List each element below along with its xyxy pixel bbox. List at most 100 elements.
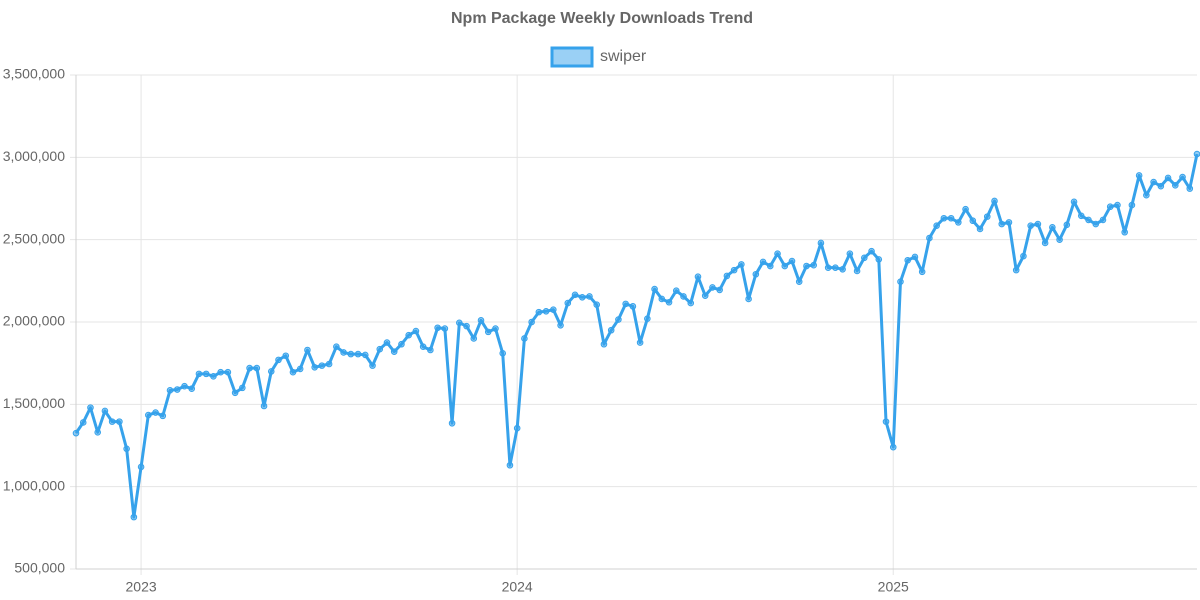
data-point <box>564 299 572 307</box>
data-point <box>101 407 109 415</box>
data-point <box>752 270 760 278</box>
data-point <box>181 382 188 390</box>
data-point <box>615 316 622 323</box>
data-point <box>962 205 969 213</box>
data-point <box>882 418 890 425</box>
data-point <box>477 317 485 324</box>
data-point <box>390 348 398 355</box>
data-point <box>130 513 138 521</box>
data-point <box>412 327 420 335</box>
data-point <box>557 321 564 329</box>
data-point <box>766 262 774 270</box>
data-point <box>1063 221 1071 229</box>
data-point <box>1106 203 1114 211</box>
data-point <box>1005 219 1013 226</box>
data-point <box>1150 178 1157 186</box>
data-point <box>998 220 1006 228</box>
x-tick-label: 2023 <box>126 579 157 595</box>
data-point <box>861 254 868 262</box>
data-point <box>405 331 412 339</box>
data-point <box>636 339 644 346</box>
data-point <box>593 301 601 309</box>
data-point <box>456 319 463 327</box>
data-point <box>239 384 246 392</box>
data-point <box>651 285 658 293</box>
data-point <box>571 291 579 299</box>
data-point <box>434 324 441 332</box>
data-point <box>123 445 130 453</box>
data-point <box>188 385 196 392</box>
data-point <box>875 256 883 263</box>
data-point <box>427 346 434 354</box>
data-point <box>926 234 933 242</box>
data-point <box>311 363 318 371</box>
data-point <box>578 294 586 301</box>
data-point <box>304 346 311 354</box>
data-point <box>918 268 926 276</box>
data-point <box>788 257 796 265</box>
x-tick-label: 2024 <box>502 579 533 595</box>
data-point <box>1041 239 1049 247</box>
y-tick-label: 1,000,000 <box>3 477 65 493</box>
data-point <box>72 429 80 437</box>
data-point <box>419 343 427 351</box>
data-point <box>795 278 803 285</box>
data-point <box>1027 222 1034 229</box>
data-point <box>441 325 449 332</box>
data-point <box>976 225 984 233</box>
data-point <box>665 298 673 306</box>
data-point <box>542 307 550 315</box>
data-point <box>1157 182 1165 190</box>
data-point <box>1012 266 1020 274</box>
data-point <box>1099 216 1107 224</box>
data-point <box>506 461 514 469</box>
data-point <box>166 387 174 394</box>
data-point <box>680 293 687 300</box>
data-point <box>145 411 152 419</box>
data-point <box>463 322 470 330</box>
data-point <box>535 308 543 316</box>
data-point <box>824 264 832 271</box>
data-point <box>340 349 347 356</box>
x-tick-label: 2025 <box>878 579 909 595</box>
data-point <box>853 267 861 275</box>
data-point <box>904 256 912 264</box>
y-tick-label: 3,000,000 <box>3 148 65 164</box>
data-point <box>231 389 239 397</box>
data-point <box>492 325 499 332</box>
data-point <box>991 197 998 205</box>
legend-swatch <box>550 46 594 68</box>
data-point <box>1193 150 1200 158</box>
data-point <box>159 412 167 420</box>
data-point <box>282 352 290 360</box>
data-point <box>774 250 781 257</box>
data-point <box>1186 185 1194 192</box>
data-point <box>173 386 181 393</box>
data-point <box>940 214 948 222</box>
data-point <box>1164 174 1172 182</box>
data-point <box>210 373 217 380</box>
data-point <box>759 258 767 266</box>
y-tick-label: 500,000 <box>14 560 65 576</box>
data-point <box>369 362 376 369</box>
data-point <box>318 362 326 369</box>
data-point <box>1070 198 1078 206</box>
data-point <box>361 351 369 359</box>
data-point <box>687 299 695 307</box>
data-point <box>839 266 846 273</box>
series-line <box>74 153 1199 519</box>
chart-title: Npm Package Weekly Downloads Trend <box>451 10 753 27</box>
data-point <box>448 419 456 427</box>
data-point <box>600 340 608 348</box>
data-point <box>1172 182 1179 189</box>
data-point <box>694 273 702 281</box>
data-point <box>832 264 839 271</box>
data-point <box>1114 201 1121 209</box>
data-point <box>1179 173 1186 181</box>
data-point <box>701 292 709 299</box>
data-point <box>195 370 203 378</box>
data-point <box>354 350 362 358</box>
data-point <box>1056 236 1063 243</box>
data-point <box>246 364 253 372</box>
data-point <box>521 335 528 342</box>
